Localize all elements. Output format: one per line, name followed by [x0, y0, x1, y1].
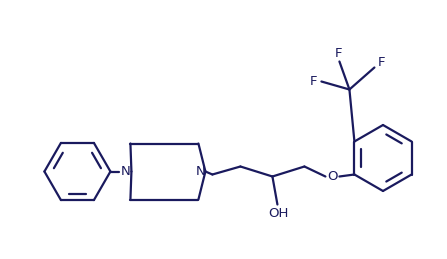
Text: N: N — [121, 165, 130, 178]
Text: F: F — [310, 75, 317, 88]
Text: OH: OH — [268, 207, 289, 220]
Text: O: O — [327, 170, 337, 183]
Text: F: F — [335, 47, 342, 60]
Text: N: N — [195, 165, 205, 178]
Text: F: F — [378, 56, 385, 69]
